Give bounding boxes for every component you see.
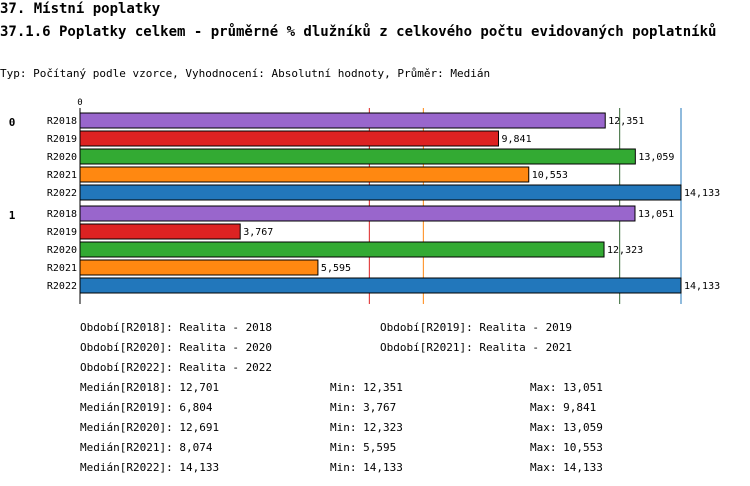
min-r2020: Min: 12,323 (330, 421, 403, 434)
min-r2021: Min: 5,595 (330, 441, 397, 454)
median-r2020: Medián[R2020]: 12,691 (80, 421, 220, 434)
chart-info: Typ: Počítaný podle vzorce, Vyhodnocení:… (0, 67, 491, 80)
bar-1-r2018 (79, 205, 636, 222)
legend-period-r2019: Období[R2019]: Realita - 2019 (380, 321, 573, 334)
data-label: 14,133 (684, 281, 720, 292)
legend-period-r2021: Období[R2021]: Realita - 2021 (380, 341, 573, 354)
bar-0-r2020 (79, 148, 636, 165)
category-label: R2018 (47, 116, 77, 127)
chart-title: 37.1.6 Poplatky celkem - průměrné % dluž… (0, 24, 717, 40)
max-r2021: Max: 10,553 (530, 441, 603, 454)
min-r2019: Min: 3,767 (330, 401, 397, 414)
group-label-1: 1 (9, 209, 16, 222)
data-label: 12,351 (608, 116, 644, 127)
data-label: 13,051 (638, 209, 674, 220)
max-r2018: Max: 13,051 (530, 381, 603, 394)
category-label: R2018 (47, 209, 77, 220)
category-label: R2022 (47, 188, 77, 199)
max-r2019: Max: 9,841 (530, 401, 597, 414)
page-title: 37. Místní poplatky (0, 1, 161, 17)
bar-0-r2019 (79, 130, 499, 147)
data-label: 14,133 (684, 188, 720, 199)
group-label-0: 0 (9, 116, 16, 129)
median-r2018: Medián[R2018]: 12,701 (80, 381, 220, 394)
min-r2018: Min: 12,351 (330, 381, 403, 394)
category-label: R2021 (47, 170, 77, 181)
data-label: 12,323 (607, 245, 643, 256)
bar-1-r2022 (79, 277, 682, 294)
data-label: 9,841 (501, 134, 531, 145)
max-r2020: Max: 13,059 (530, 421, 603, 434)
category-label: R2020 (47, 152, 77, 163)
category-label: R2021 (47, 263, 77, 274)
bar-1-r2020 (79, 241, 605, 258)
bar-0-r2021 (79, 166, 530, 183)
bar-0-r2018 (79, 112, 606, 129)
x-axis-zero-label: 0 (77, 98, 82, 108)
min-r2022: Min: 14,133 (330, 461, 403, 474)
category-label: R2019 (47, 134, 77, 145)
data-label: 13,059 (638, 152, 674, 163)
category-label: R2020 (47, 245, 77, 256)
legend-period-r2022: Období[R2022]: Realita - 2022 (80, 361, 273, 374)
max-r2022: Max: 14,133 (530, 461, 603, 474)
category-label: R2019 (47, 227, 77, 238)
category-label: R2022 (47, 281, 77, 292)
median-r2019: Medián[R2019]: 6,804 (80, 401, 213, 414)
legend-period-r2018: Období[R2018]: Realita - 2018 (80, 321, 273, 334)
bar-1-r2021 (79, 259, 319, 276)
legend-period-r2020: Období[R2020]: Realita - 2020 (80, 341, 273, 354)
data-label: 5,595 (321, 263, 351, 274)
bar-1-r2019 (79, 223, 241, 240)
median-r2021: Medián[R2021]: 8,074 (80, 441, 213, 454)
data-label: 3,767 (243, 227, 273, 238)
bar-0-r2022 (79, 184, 682, 201)
data-label: 10,553 (532, 170, 568, 181)
median-r2022: Medián[R2022]: 14,133 (80, 461, 220, 474)
